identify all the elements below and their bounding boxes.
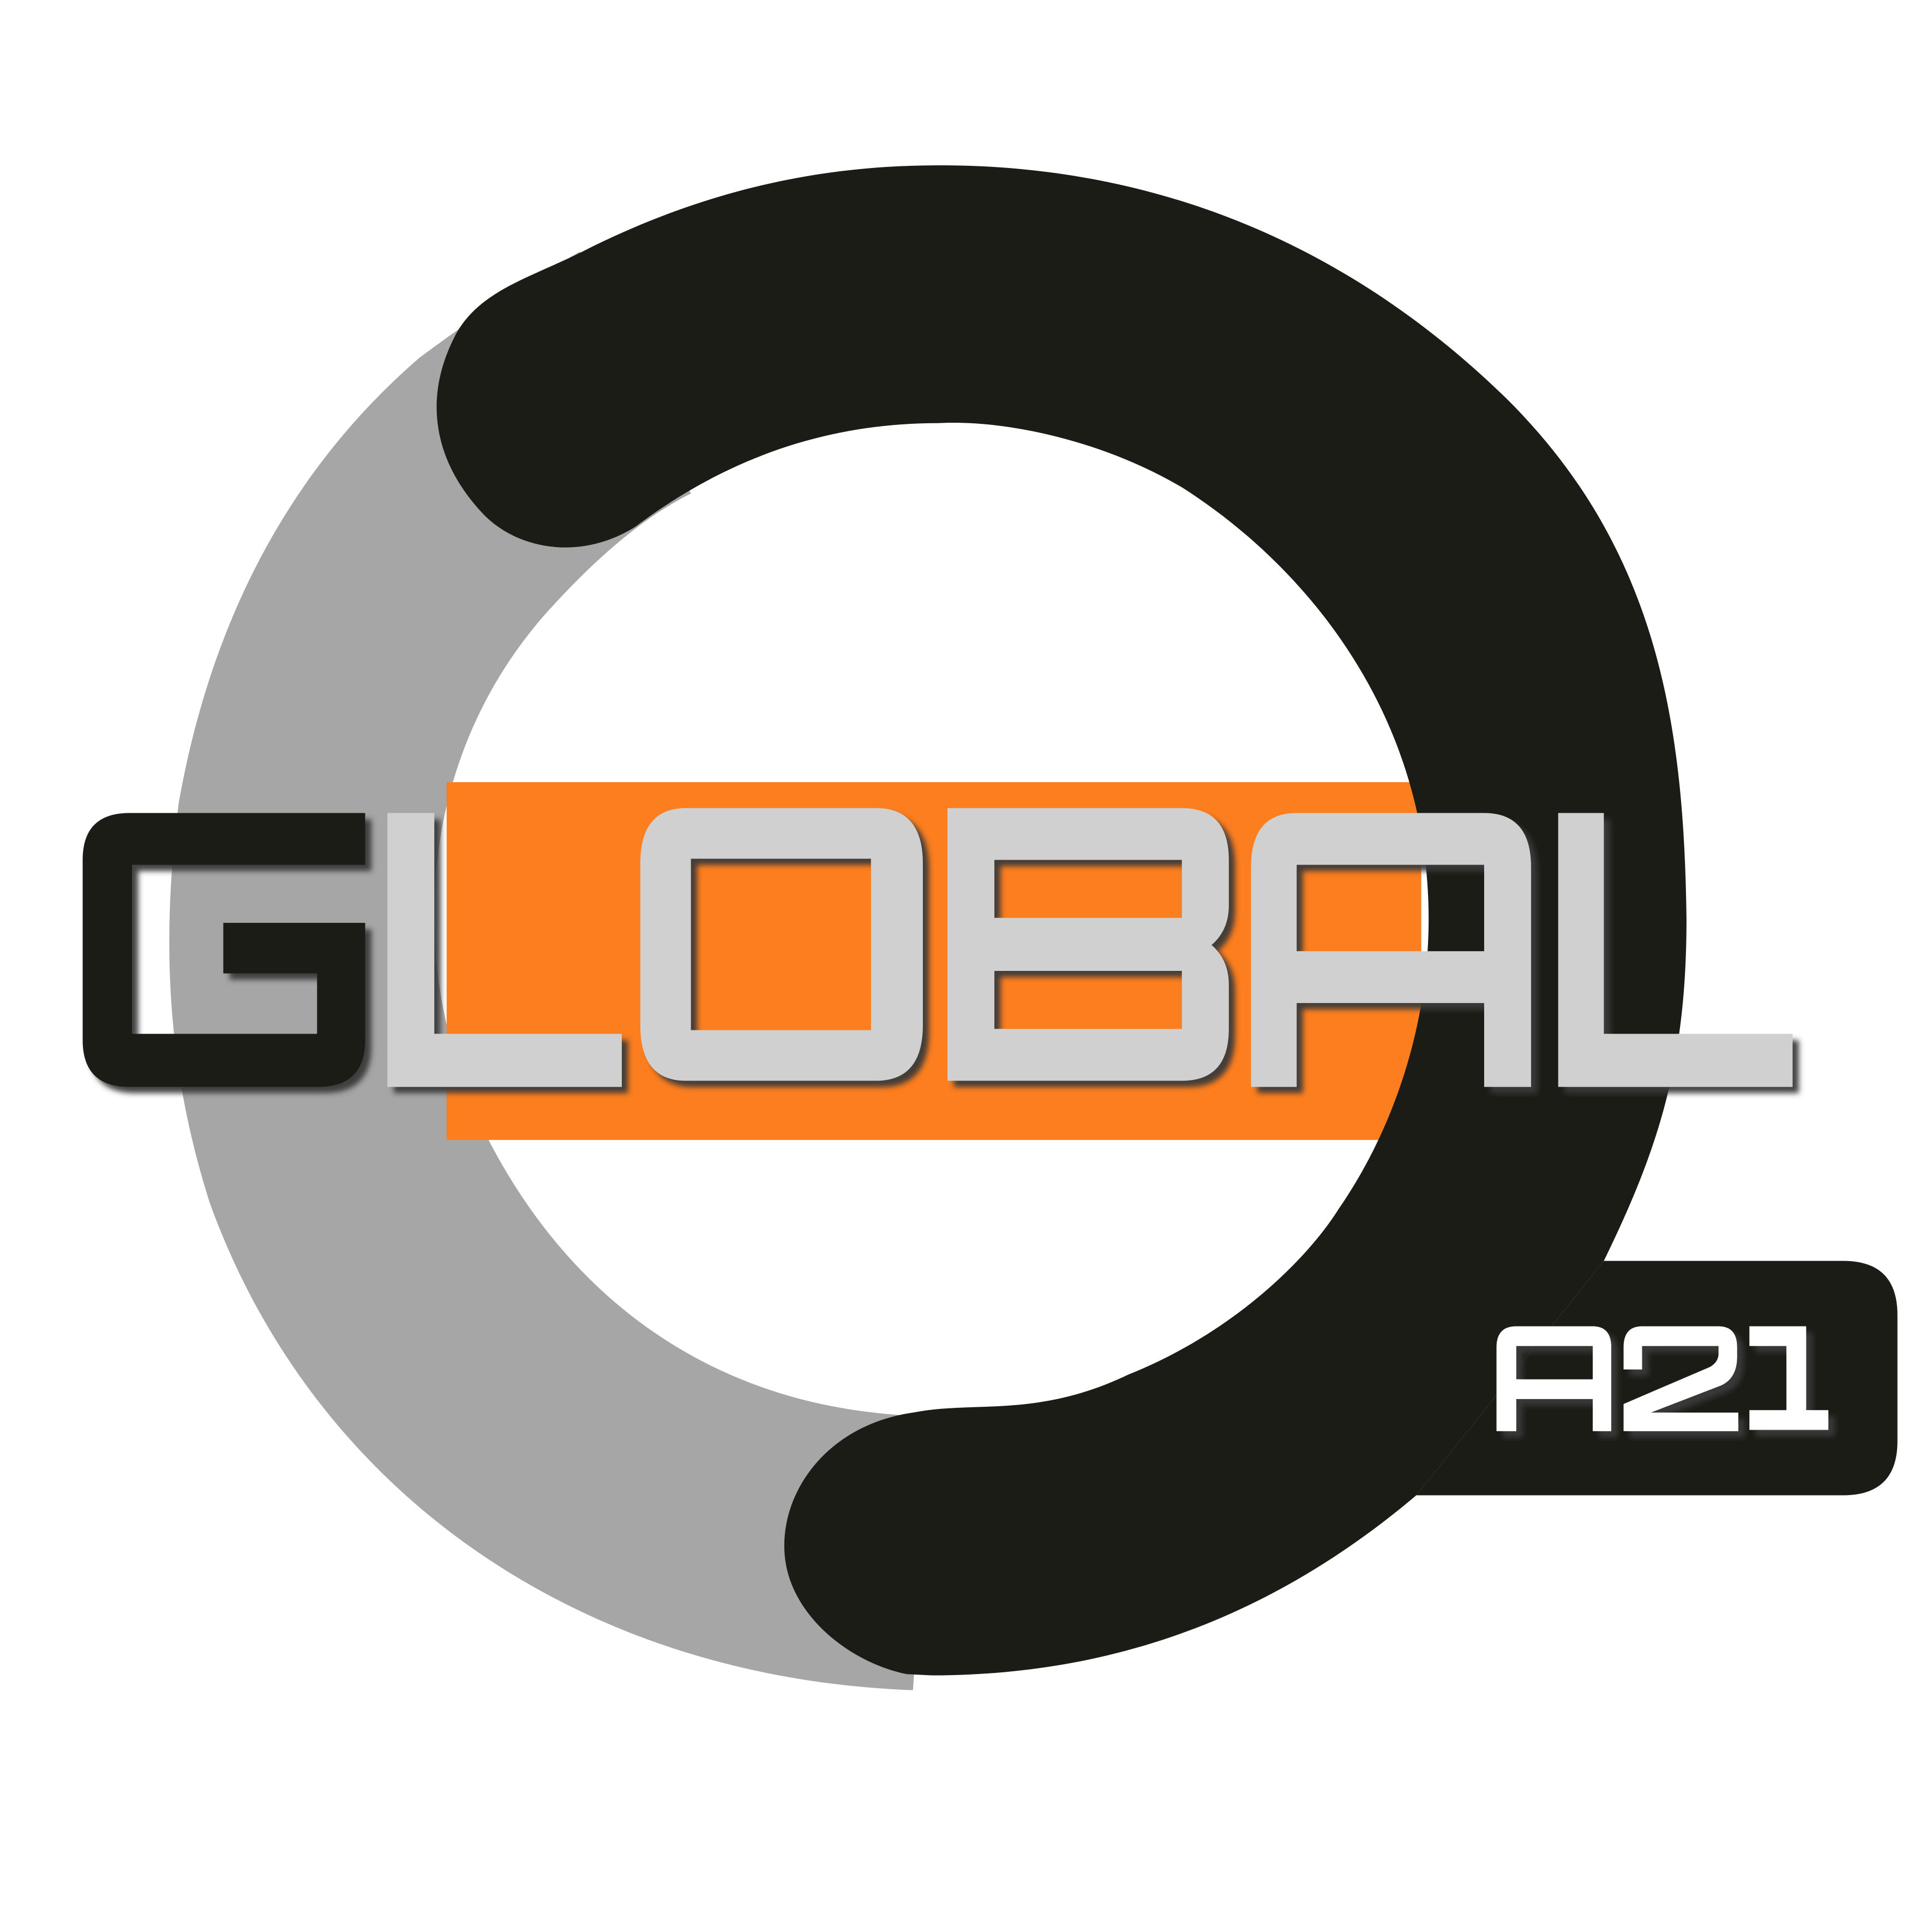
badge-text-a21	[1496, 1326, 1829, 1431]
letter-l-1	[387, 813, 622, 1087]
logo-word-global	[82, 808, 1793, 1087]
badge-tab	[1416, 1261, 1898, 1496]
letter-a	[1251, 813, 1531, 1087]
letter-b	[947, 808, 1229, 1081]
letter-o	[640, 808, 923, 1081]
ring-dark-arc	[436, 165, 1687, 1676]
badge-digit-2	[1623, 1326, 1738, 1431]
badge-letter-a	[1496, 1326, 1611, 1431]
ring-gray-arc	[169, 251, 932, 1690]
badge-digit-1	[1749, 1326, 1829, 1430]
letter-l-2	[1558, 813, 1793, 1087]
letter-g	[82, 813, 365, 1087]
